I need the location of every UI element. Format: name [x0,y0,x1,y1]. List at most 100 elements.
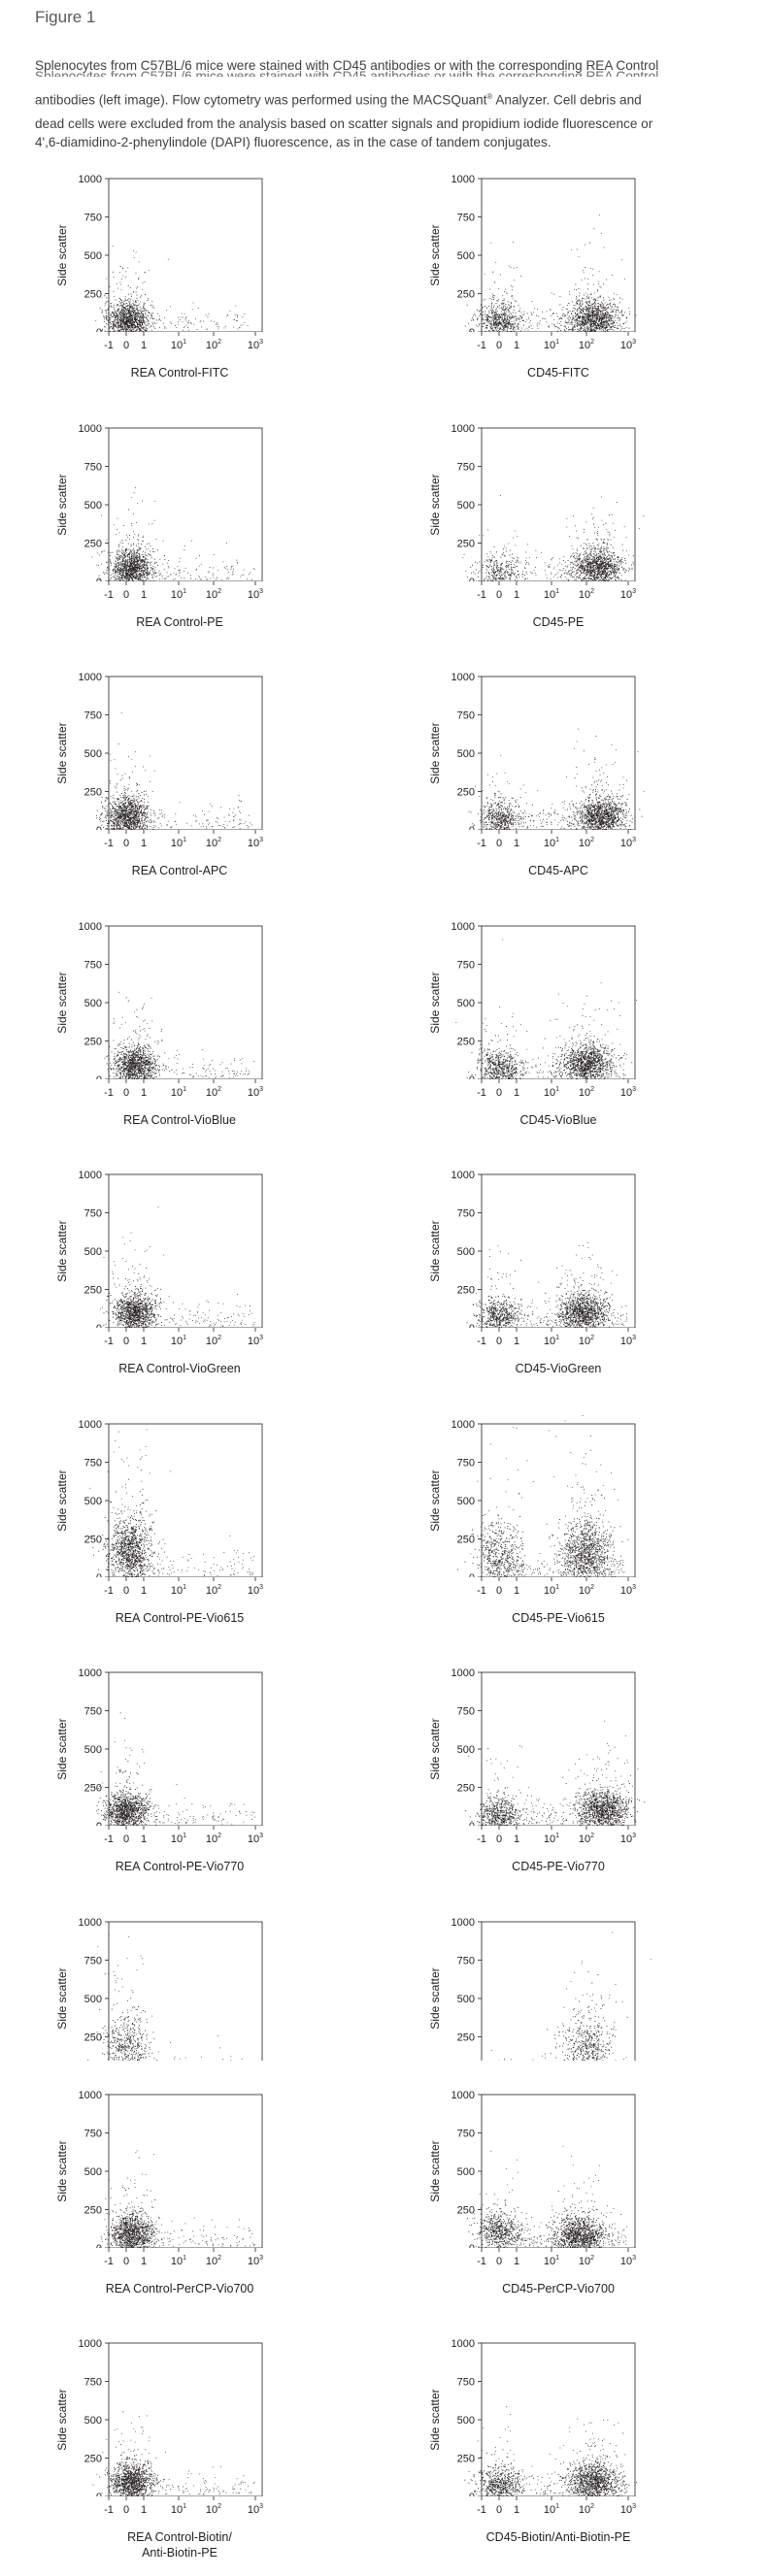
data-point [529,321,530,323]
data-point [614,299,615,300]
data-point [505,325,507,327]
data-point [502,554,504,556]
data-point [589,321,591,323]
data-point [596,312,598,313]
data-point [500,569,502,571]
data-point [182,321,184,323]
data-point [133,513,134,514]
data-point [114,310,116,312]
data-point [125,271,126,273]
data-point [127,319,129,321]
data-point [126,325,128,327]
data-point [494,574,495,576]
data-point [130,313,132,314]
data-point [252,568,254,570]
data-point [595,307,597,309]
data-point [508,567,510,569]
data-point [607,320,608,322]
data-point [482,564,484,566]
data-point [512,569,513,571]
data-point [142,560,144,562]
data-point [134,561,136,563]
data-point [576,318,578,320]
data-point [585,323,587,325]
data-point [596,325,598,327]
data-point [123,567,125,569]
data-point [576,325,578,326]
data-point [593,324,595,326]
data-point [132,324,133,326]
data-point [616,572,618,574]
data-point [492,579,494,581]
data-point [570,573,572,575]
data-point [130,572,132,574]
data-point [610,305,611,307]
data-point [510,324,512,325]
data-point [597,572,599,574]
data-point [578,568,580,570]
data-point [599,319,600,321]
data-point [603,304,605,305]
data-point [153,573,155,575]
data-point [584,309,585,311]
data-point [620,561,622,563]
data-point [496,571,498,572]
data-point [150,317,152,319]
data-point [600,315,602,317]
data-point [582,317,583,319]
data-point [598,309,599,311]
data-point [579,312,581,314]
data-point [143,328,145,330]
data-point [598,314,600,316]
data-point [595,324,597,326]
data-point [592,275,593,276]
data-point [128,572,130,573]
data-point [130,574,132,576]
data-point [156,575,158,577]
data-point [143,576,145,578]
data-point [510,328,511,329]
data-point [119,329,120,331]
data-point [136,550,138,551]
data-point [133,570,135,572]
data-point [119,542,121,544]
data-point [107,324,109,325]
data-point [142,288,143,290]
data-point [603,552,605,553]
data-point [164,559,166,561]
data-point [130,307,132,308]
data-point [583,554,585,555]
data-point [117,569,118,571]
data-point [231,574,233,576]
data-point [143,559,145,561]
data-point [121,326,123,328]
data-point [602,330,604,332]
data-point [511,296,513,297]
data-point [615,320,617,321]
data-point [492,570,494,572]
data-point [586,568,588,570]
data-point [112,325,114,327]
data-point [159,575,160,577]
data-point [514,315,516,317]
data-point [137,568,139,570]
data-point [514,323,516,325]
data-point [151,305,153,307]
data-point [505,318,507,320]
data-point [581,323,583,325]
data-point [514,326,516,328]
data-point [108,308,110,310]
data-point [516,559,518,561]
data-point [502,302,504,304]
data-point [146,554,148,556]
data-point [125,573,127,575]
data-point [122,571,124,573]
data-point [133,571,135,573]
data-point [511,295,513,296]
data-point [496,323,497,324]
data-point [576,320,577,322]
data-point [113,316,115,317]
data-point [109,319,111,321]
data-point [481,307,483,309]
data-point [499,274,501,276]
